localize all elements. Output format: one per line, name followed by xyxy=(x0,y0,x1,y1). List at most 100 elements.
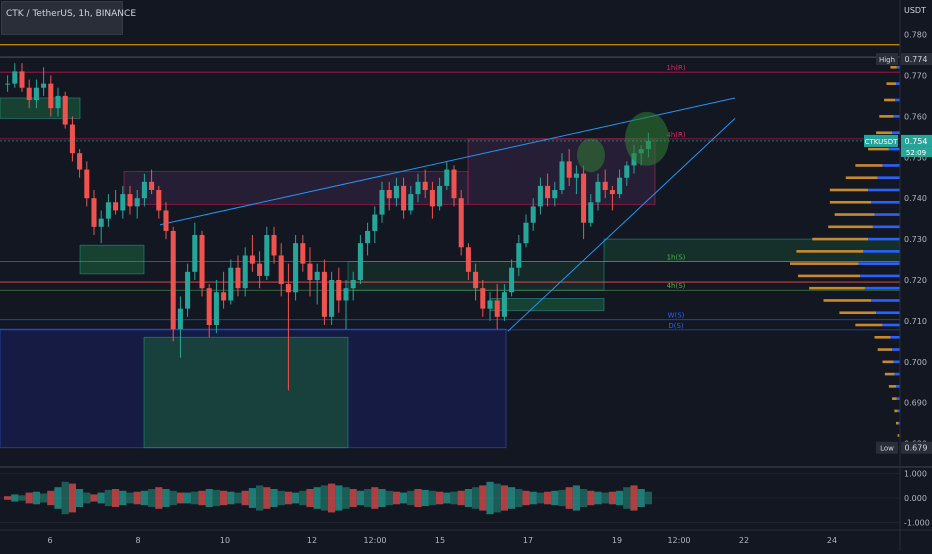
candle-body xyxy=(149,181,155,190)
level-label: W(S) xyxy=(668,312,685,320)
osc-bar xyxy=(40,493,48,503)
candle-body xyxy=(559,161,565,190)
candle-body xyxy=(444,169,450,186)
profile-bar-down xyxy=(796,250,864,253)
profile-bar-up xyxy=(888,147,900,151)
candle-body xyxy=(509,267,515,293)
osc-bar xyxy=(544,491,552,505)
osc-bar xyxy=(47,490,55,506)
candle-body xyxy=(379,190,385,215)
level-label: 4h(R) xyxy=(666,131,685,139)
profile-bar-up xyxy=(876,311,900,315)
y-tick-label: 0.710 xyxy=(904,317,927,326)
candle-body xyxy=(314,271,320,280)
profile-bar-down xyxy=(868,147,889,151)
profile-bar-down xyxy=(834,213,875,216)
candle-body xyxy=(429,190,435,207)
candle-body xyxy=(465,247,471,272)
osc-bar xyxy=(112,489,120,507)
profile-bar-down xyxy=(894,409,898,413)
profile-bar-up xyxy=(882,164,900,167)
osc-bar xyxy=(4,496,12,500)
candle-body xyxy=(185,271,191,309)
profile-bar-down xyxy=(897,434,900,437)
candle-body xyxy=(206,288,212,325)
candle-body xyxy=(264,235,270,276)
osc-bar xyxy=(637,489,645,507)
osc-bar xyxy=(212,489,220,507)
candle-body xyxy=(458,198,464,248)
profile-bar-up xyxy=(868,237,900,241)
osc-bar xyxy=(428,490,436,506)
candle-body xyxy=(98,218,104,227)
osc-bar xyxy=(169,490,177,506)
candle-body xyxy=(84,169,90,199)
price-tag-label: High xyxy=(879,56,895,64)
osc-bar xyxy=(392,491,400,505)
candle-body xyxy=(401,185,407,211)
candle-body xyxy=(134,198,140,207)
osc-bar xyxy=(587,490,595,506)
osc-bar xyxy=(18,495,26,501)
x-tick-label: 24 xyxy=(827,536,837,545)
candle-body xyxy=(329,280,335,317)
x-tick-label: 17 xyxy=(523,536,533,545)
y-tick-label: 0.700 xyxy=(904,358,927,367)
profile-bar-up xyxy=(871,299,900,302)
osc-bar xyxy=(148,489,156,507)
candle-body xyxy=(480,288,486,309)
osc-bar xyxy=(162,489,170,507)
osc-bar xyxy=(616,490,624,506)
profile-bar-down xyxy=(790,262,859,265)
profile-bar-up xyxy=(890,335,900,339)
candle-body xyxy=(77,153,83,170)
candle-body xyxy=(602,181,608,190)
countdown-tag xyxy=(901,146,932,157)
osc-bar xyxy=(299,490,307,506)
osc-bar xyxy=(313,487,321,509)
price-tag-label: CTKUSDT xyxy=(865,138,899,146)
candle-body xyxy=(163,210,169,231)
symbol-info-box[interactable]: CTK / TetherUS, 1h, BINANCE xyxy=(1,1,136,35)
candle-body xyxy=(278,255,284,285)
y-tick-label: 0.720 xyxy=(904,276,927,285)
candle-body xyxy=(372,214,378,231)
osc-bar xyxy=(421,489,429,507)
profile-bar-up xyxy=(896,397,900,400)
osc-bar xyxy=(292,492,300,504)
x-tick-label: 6 xyxy=(47,536,52,545)
profile-bar-down xyxy=(896,421,899,425)
candle-body xyxy=(48,83,54,109)
osc-bar xyxy=(320,485,328,511)
osc-bar xyxy=(486,481,494,515)
profile-bar-up xyxy=(896,385,900,388)
candle-body xyxy=(69,124,75,154)
candle-body xyxy=(365,230,371,244)
y-tick-label: 0.690 xyxy=(904,399,927,408)
profile-bar-down xyxy=(829,188,869,192)
y-tick-label: 0.780 xyxy=(904,31,927,40)
zone-box xyxy=(79,244,145,275)
osc-bar xyxy=(328,483,336,513)
trend-line-lower xyxy=(507,118,736,332)
profile-bar-up xyxy=(871,200,900,204)
candle-body xyxy=(228,267,234,301)
osc-bar xyxy=(623,487,631,509)
osc-bar xyxy=(601,492,609,504)
profile-bar-up xyxy=(893,360,900,364)
osc-bar xyxy=(32,491,40,505)
x-tick-label: 15 xyxy=(435,536,445,545)
profile-bar-up xyxy=(874,213,900,216)
osc-bar xyxy=(119,490,127,506)
osc-bar xyxy=(407,490,415,506)
osc-bar xyxy=(61,481,69,515)
osc-bar xyxy=(25,492,33,504)
candle-body xyxy=(573,173,579,178)
highlight-circle xyxy=(625,111,669,166)
osc-bar xyxy=(97,492,105,504)
osc-bar xyxy=(378,489,386,507)
price-tag xyxy=(876,441,898,454)
osc-bar xyxy=(277,490,285,506)
